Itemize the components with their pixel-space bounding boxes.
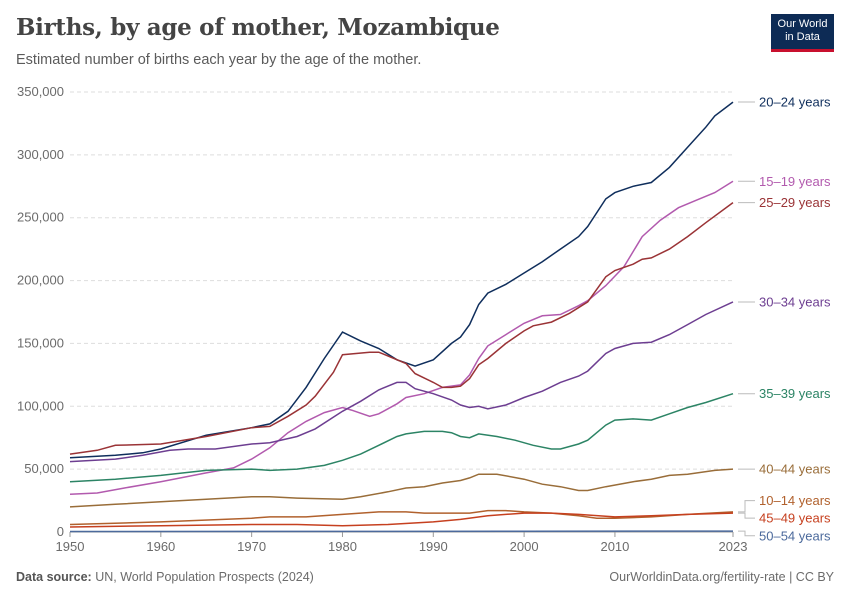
y-tick-label: 100,000 (17, 398, 64, 413)
x-tick-label: 1990 (419, 539, 448, 554)
y-tick-label: 150,000 (17, 335, 64, 350)
series-line-30-34 (69, 301, 734, 463)
data-source: Data source: UN, World Population Prospe… (16, 570, 314, 584)
chart-subtitle: Estimated number of births each year by … (16, 52, 422, 68)
logo-line1: Our World (777, 18, 828, 30)
series-label: 45–49 years (759, 511, 831, 526)
series-label: 40–44 years (759, 462, 831, 477)
label-connector (738, 530, 755, 537)
x-tick-label: 1970 (237, 539, 266, 554)
y-tick-label: 250,000 (17, 210, 64, 225)
y-tick-label: 300,000 (17, 147, 64, 162)
series-line-45-49 (69, 512, 734, 528)
label-connector (738, 500, 755, 513)
series-label: 10–14 years (759, 493, 831, 508)
x-tick-label: 2010 (600, 539, 629, 554)
series-label: 15–19 years (759, 174, 831, 189)
series-line-25-29 (69, 201, 734, 455)
y-tick-label: 50,000 (24, 461, 64, 476)
owid-logo[interactable]: Our World in Data (771, 14, 834, 52)
series-line-40-44 (69, 468, 734, 508)
x-tick-label: 2000 (510, 539, 539, 554)
series-label: 20–24 years (759, 95, 831, 110)
series-label: 30–34 years (759, 294, 831, 309)
x-tick-label: 1980 (328, 539, 357, 554)
y-tick-label: 350,000 (17, 84, 64, 99)
footer-link[interactable]: OurWorldinData.org/fertility-rate | CC B… (609, 570, 834, 584)
x-tick-label: 1960 (146, 539, 175, 554)
source-label: Data source: (16, 570, 92, 584)
series-line-20-24 (69, 101, 734, 459)
y-tick-label: 0 (57, 524, 64, 539)
series-label: 25–29 years (759, 195, 831, 210)
source-text: UN, World Population Prospects (2024) (95, 570, 314, 584)
series-label: 35–39 years (759, 386, 831, 401)
chart-title: Births, by age of mother, Mozambique (16, 14, 500, 41)
label-connector (738, 512, 755, 519)
x-tick-label: 1950 (56, 539, 85, 554)
series-label: 50–54 years (759, 528, 831, 543)
x-tick-label: 2023 (719, 539, 748, 554)
series-line-10-14 (69, 509, 734, 526)
series-line-35-39 (69, 392, 734, 483)
series-line-15-19 (69, 180, 734, 496)
logo-line2: in Data (785, 31, 820, 43)
y-tick-label: 200,000 (17, 273, 64, 288)
